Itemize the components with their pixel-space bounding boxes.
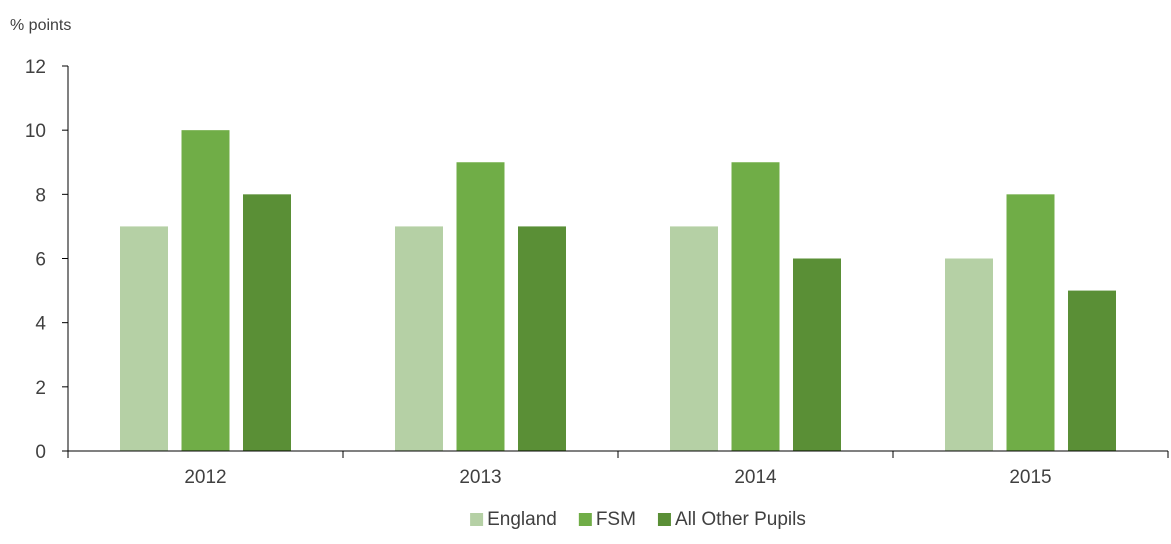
y-tick-label: 0 xyxy=(35,442,46,463)
x-axis-ticks: 2012 2013 2014 2015 xyxy=(67,451,1169,488)
bar-all-other-pupils-2012 xyxy=(243,194,291,452)
y-axis-label: % points xyxy=(10,17,71,34)
x-tick-label: 2013 xyxy=(459,467,501,488)
legend-swatch-all-other-pupils xyxy=(657,513,671,526)
bar-fsm-2015 xyxy=(1006,194,1055,452)
legend-label: All Other Pupils xyxy=(675,509,806,530)
bar-fsm-2013 xyxy=(456,162,505,451)
y-tick-label: 4 xyxy=(35,314,46,335)
bar-fsm-2012 xyxy=(181,130,230,451)
bar-all-other-pupils-2015 xyxy=(1068,290,1116,451)
x-tick-label: 2014 xyxy=(734,467,777,488)
bar-england-2013 xyxy=(395,226,443,451)
y-axis-ticks: 0 2 4 6 8 10 12 xyxy=(25,57,68,463)
y-tick-label: 2 xyxy=(35,378,46,399)
bars-group xyxy=(120,130,1116,452)
bar-england-2012 xyxy=(120,226,168,451)
legend: England FSM All Other Pupils xyxy=(470,509,806,530)
bar-england-2014 xyxy=(670,226,718,451)
legend-swatch-fsm xyxy=(578,513,592,526)
legend-label: England xyxy=(487,509,557,530)
bar-all-other-pupils-2014 xyxy=(793,258,841,451)
bar-fsm-2014 xyxy=(731,162,780,451)
x-tick-label: 2012 xyxy=(184,467,226,488)
y-tick-label: 6 xyxy=(35,250,46,271)
x-tick-label: 2015 xyxy=(1009,467,1051,488)
y-tick-label: 10 xyxy=(25,121,46,142)
y-tick-label: 8 xyxy=(35,185,46,206)
y-tick-label: 12 xyxy=(25,57,46,78)
axes-group xyxy=(67,66,1168,452)
legend-label: FSM xyxy=(596,509,636,530)
bar-all-other-pupils-2013 xyxy=(518,226,566,451)
bar-england-2015 xyxy=(945,258,993,451)
legend-swatch-england xyxy=(470,513,484,526)
